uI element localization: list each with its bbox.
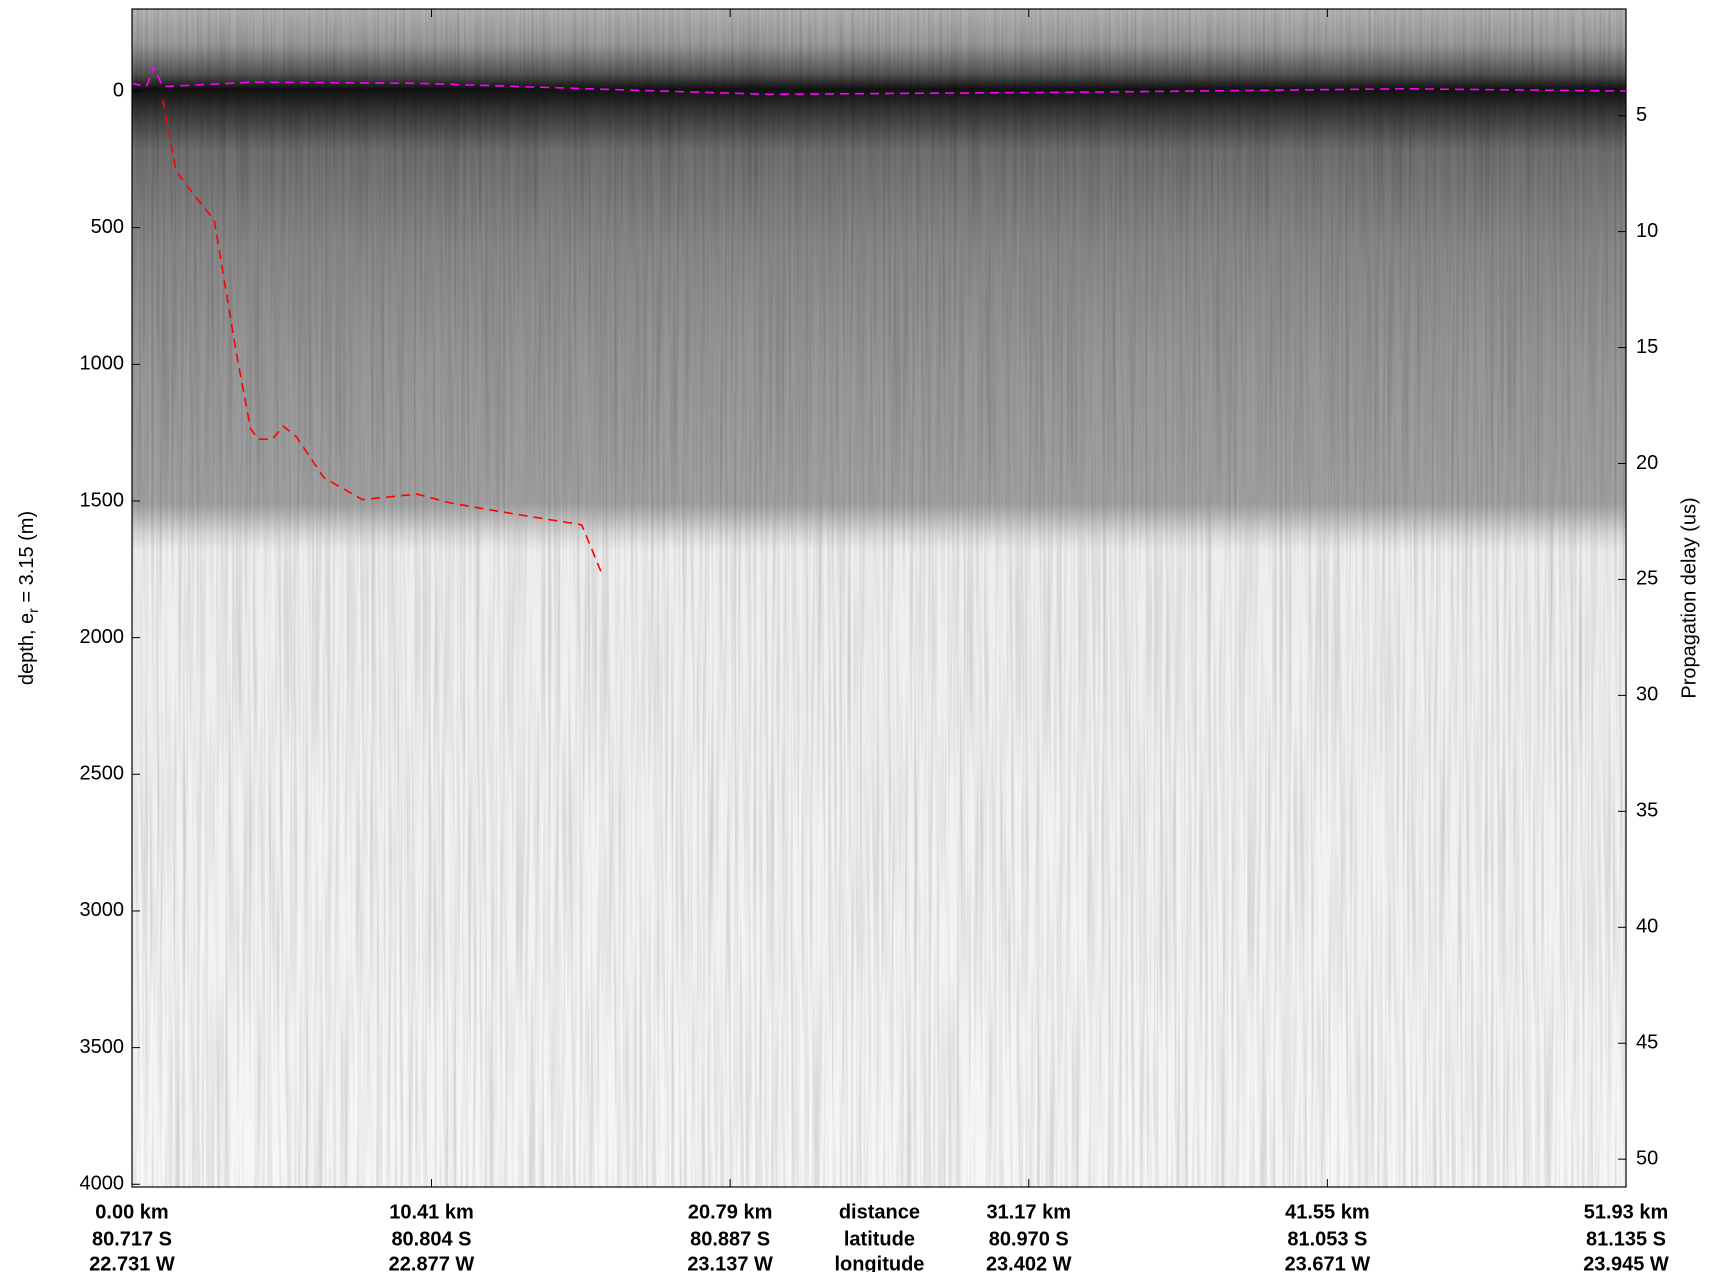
y2-axis-label: Propagation delay (us) bbox=[1678, 497, 1700, 698]
y-tick-label: 2000 bbox=[80, 626, 125, 648]
x-tick-label: 41.55 km bbox=[1285, 1201, 1370, 1223]
y-tick-label: 500 bbox=[91, 216, 124, 238]
y2-tick-label: 25 bbox=[1636, 568, 1658, 590]
traces bbox=[132, 64, 1626, 574]
x-tick-label: 31.17 km bbox=[986, 1201, 1071, 1223]
y-label-subscript: r bbox=[25, 608, 41, 613]
y-tick-label: 1500 bbox=[80, 489, 125, 511]
latitude-label: 81.135 S bbox=[1586, 1228, 1666, 1250]
longitude-label: 23.402 W bbox=[986, 1253, 1072, 1272]
y-tick-label: 2500 bbox=[80, 763, 125, 785]
latitude-label: 80.970 S bbox=[989, 1228, 1069, 1250]
longitude-label: 22.731 W bbox=[89, 1253, 175, 1272]
x-row-title: longitude bbox=[834, 1253, 924, 1272]
y2-tick-label: 45 bbox=[1636, 1032, 1658, 1054]
y-tick-label: 0 bbox=[113, 79, 124, 101]
y-tick-label: 3000 bbox=[80, 899, 125, 921]
x-tick-label: 51.93 km bbox=[1584, 1201, 1669, 1223]
plot-frame bbox=[131, 8, 1627, 1188]
y2-tick-label: 35 bbox=[1636, 800, 1658, 822]
trace-line bbox=[162, 99, 603, 574]
latitude-label: 81.053 S bbox=[1287, 1228, 1367, 1250]
echogram-image bbox=[132, 9, 1626, 1187]
longitude-label: 23.137 W bbox=[687, 1253, 773, 1272]
longitude-label: 23.945 W bbox=[1583, 1253, 1669, 1272]
y-tick-label: 4000 bbox=[80, 1173, 125, 1195]
y2-tick-label: 15 bbox=[1636, 336, 1658, 358]
y-axis-label: depth, er = 3.15 (m) bbox=[16, 511, 40, 685]
latitude-label: 80.717 S bbox=[92, 1228, 172, 1250]
latitude-label: 80.887 S bbox=[690, 1228, 770, 1250]
longitude-label: 22.877 W bbox=[389, 1253, 475, 1272]
latitude-label: 80.804 S bbox=[391, 1228, 471, 1250]
echogram-texture bbox=[132, 9, 1626, 1187]
longitude-label: 23.671 W bbox=[1285, 1253, 1371, 1272]
y2-tick-label: 30 bbox=[1636, 684, 1658, 706]
x-tick-label: 20.79 km bbox=[688, 1201, 773, 1223]
y-tick-label: 1000 bbox=[80, 353, 125, 375]
y-tick-label: 3500 bbox=[80, 1036, 125, 1058]
y2-tick-label: 40 bbox=[1636, 916, 1658, 938]
y-label-text: = 3.15 (m) bbox=[16, 511, 38, 608]
y-label-text: depth, e bbox=[16, 613, 38, 685]
y2-tick-label: 50 bbox=[1636, 1147, 1658, 1169]
x-row-title: latitude bbox=[844, 1228, 915, 1250]
x-tick-label: 0.00 km bbox=[95, 1201, 168, 1223]
y2-tick-label: 5 bbox=[1636, 104, 1647, 126]
y2-tick-label: 20 bbox=[1636, 452, 1658, 474]
y2-tick-label: 10 bbox=[1636, 220, 1658, 242]
x-row-title: distance bbox=[839, 1201, 920, 1223]
x-tick-label: 10.41 km bbox=[389, 1201, 474, 1223]
